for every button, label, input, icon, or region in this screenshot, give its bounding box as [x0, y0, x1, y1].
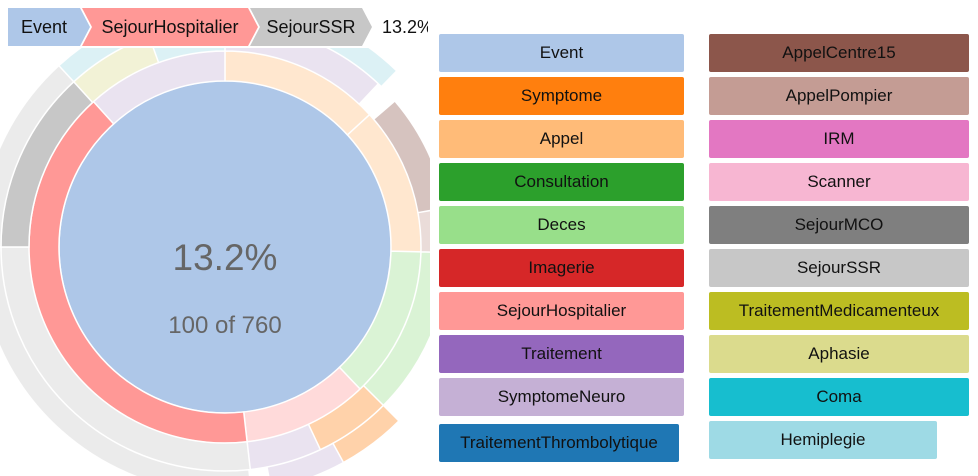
sunburst-arc-appelpompier-d2-2[interactable] — [417, 208, 430, 253]
sunburst-arc-appel-d1-1[interactable] — [346, 113, 422, 253]
sunburst-arc-appelcentre15-d2-1[interactable] — [372, 99, 430, 214]
sunburst-arc-symptome-d2-4[interactable] — [307, 384, 385, 451]
legend-item-imagerie: Imagerie — [439, 249, 684, 287]
breadcrumb-percentage: 13.2% — [382, 17, 428, 37]
legend-item-event: Event — [439, 34, 684, 72]
breadcrumb-label-0: Event — [21, 17, 67, 37]
sunburst-arc-appel-d1-0[interactable] — [224, 50, 371, 136]
breadcrumb-segment-1 — [82, 8, 258, 46]
center-percentage: 13.2% — [173, 237, 278, 278]
sunburst-arc-symptomeneuro-d2-0[interactable] — [224, 48, 380, 106]
breadcrumb-label-2: SejourSSR — [266, 17, 355, 37]
legend-item-sejourssr: SejourSSR — [709, 249, 969, 287]
legend-item-scanner: Scanner — [709, 163, 969, 201]
sunburst-arc-hemiplegie-d3-2[interactable] — [326, 48, 398, 88]
legend-item-deces: Deces — [439, 206, 684, 244]
sunburst-arc-sejourssr-d2-7[interactable] — [0, 80, 94, 248]
breadcrumb-segment-2 — [250, 8, 372, 46]
sunburst-arc-symptomeneuro-d1-5[interactable] — [92, 50, 226, 125]
legend-item-coma: Coma — [709, 378, 969, 416]
sunburst-arc-symptome-d3-4[interactable] — [331, 404, 401, 464]
legend-item-symptome: Symptome — [439, 77, 684, 115]
legend-item-traitementmedicamenteux: TraitementMedicamenteux — [709, 292, 969, 330]
legend-item-consultation: Consultation — [439, 163, 684, 201]
sunburst-arc-hemiplegie-d3-8[interactable] — [57, 48, 149, 83]
breadcrumb-label-1: SejourHospitalier — [101, 17, 238, 37]
breadcrumb-segment-0 — [8, 8, 90, 46]
legend-item-sejourhospitalier: SejourHospitalier — [439, 292, 684, 330]
legend-item-appelcentre15: AppelCentre15 — [709, 34, 969, 72]
legend-item-hemiplegie: Hemiplegie — [709, 421, 937, 459]
legend-item-traitementthrombolytique: TraitementThrombolytique — [439, 424, 679, 462]
legend-item-appel: Appel — [439, 120, 684, 158]
legend-item-symptomeneuro: SymptomeNeuro — [439, 378, 684, 416]
center-count: 100 of 760 — [168, 312, 281, 339]
sunburst-arc-symptomeneuro-d2-5[interactable] — [246, 423, 322, 471]
legend-item-sejourmco: SejourMCO — [709, 206, 969, 244]
sunburst-arc-aphasie-d2-8[interactable] — [72, 48, 160, 104]
sunburst-arcs — [0, 48, 430, 476]
legend-item-appelpompier: AppelPompier — [709, 77, 969, 115]
breadcrumb: Event SejourHospitalier SejourSSR 13.2% — [8, 8, 428, 46]
sunburst-arc-hemiplegie-d2-9[interactable] — [149, 48, 226, 64]
sunburst-chart: 13.2% 100 of 760 — [0, 48, 430, 476]
sunburst-arc-sejourssr-d3-6[interactable] — [0, 246, 251, 476]
legend-item-irm: IRM — [709, 120, 969, 158]
sunburst-arc-deces-d2-3[interactable] — [362, 251, 430, 407]
sunburst-arc-deces-d1-2[interactable] — [338, 250, 422, 391]
legend-item-aphasie: Aphasie — [709, 335, 969, 373]
sunburst-arc-sejourssr-d3-7[interactable] — [0, 64, 75, 248]
sunburst-arc-symptomeneuro-d3-5[interactable] — [266, 442, 345, 476]
legend-item-traitement: Traitement — [439, 335, 684, 373]
